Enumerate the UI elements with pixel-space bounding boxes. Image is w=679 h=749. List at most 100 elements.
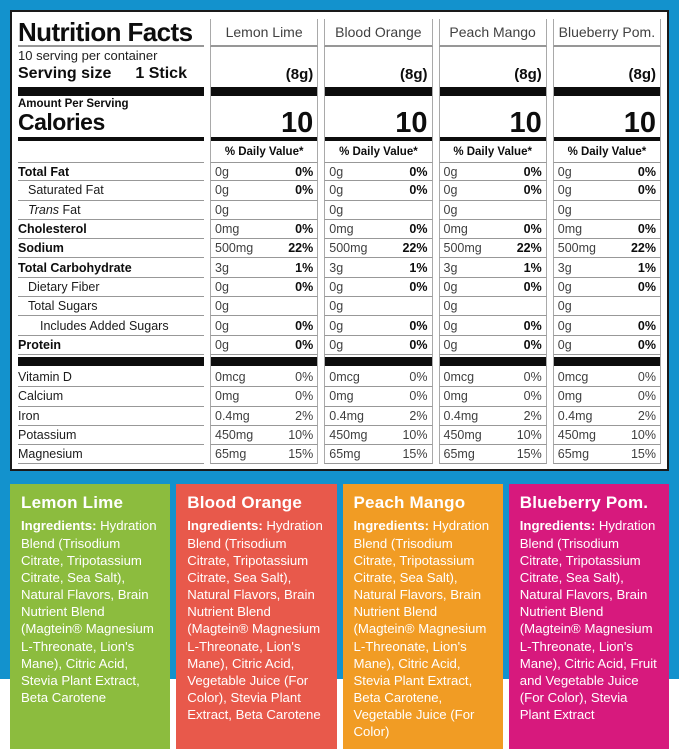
nutrient-value-cell: 65mg 15% [324, 445, 433, 465]
nutrient-daily-value: 0% [409, 183, 428, 198]
serving-size-row: Serving size 1 Stick [18, 63, 204, 83]
nutrient-amount: 0mg [443, 389, 468, 404]
nutrient-value-cell: 500mg 22% [210, 239, 319, 259]
nutrient-amount: 0g [329, 202, 344, 217]
nutrient-value-cell: 0g [438, 297, 547, 317]
nutrient-value-cell: 0g 0% [324, 181, 433, 201]
nutrient-amount: 0mg [215, 389, 240, 404]
serving-size-label: Serving size [18, 65, 112, 82]
nutrient-value-cell: 0mg 0% [210, 387, 319, 407]
nutrient-daily-value: 0% [523, 183, 542, 198]
nutrient-value-cell: 500mg 22% [438, 239, 547, 259]
nutrient-daily-value: 0% [637, 370, 656, 385]
flavor-column-spacer [438, 96, 547, 110]
nutrient-daily-value: 0% [295, 337, 314, 352]
nutrient-amount: 0mg [329, 222, 354, 237]
nutrient-value-cell: 0g 0% [438, 162, 547, 182]
flavor-column-spacer [210, 96, 319, 110]
ingredient-box-blueberry-pom: Blueberry Pom. Ingredients: Hydration Ble… [508, 484, 669, 749]
nutrient-value-cell: 450mg 10% [324, 425, 433, 446]
nutrient-amount: 0g [215, 318, 229, 333]
nutrient-amount: 0g [329, 164, 344, 179]
nutrient-amount: 0g [215, 337, 229, 352]
nutrient-row-label: Magnesium [18, 445, 204, 465]
nutrient-daily-value: 15% [516, 447, 542, 462]
nutrient-daily-value: 10% [516, 428, 542, 442]
nutrient-value-cell: 3g 1% [438, 258, 547, 278]
nutrient-daily-value: 1% [637, 260, 656, 275]
nutrient-value-cell: 0g 0% [438, 335, 547, 355]
nutrient-amount: 500mg [443, 241, 482, 256]
nutrient-daily-value: 0% [295, 318, 314, 333]
nutrient-amount: 65mg [557, 447, 590, 462]
nutrient-amount: 0mg [215, 222, 240, 237]
nutrient-value-cell: 500mg 22% [324, 239, 433, 259]
nutrient-daily-value: 0% [409, 222, 428, 237]
nutrient-daily-value: 2% [409, 408, 428, 423]
nutrient-value-cell: 450mg 10% [552, 425, 661, 446]
nutrient-amount: 3g [215, 260, 229, 275]
daily-value-header: % Daily Value* [552, 142, 661, 162]
nutrient-value-cell: 0g [324, 200, 433, 220]
ingredient-box-title: Peach Mango [353, 493, 466, 513]
serving-weight: (8g) [438, 63, 547, 83]
nutrient-value-cell: 0mg 0% [324, 387, 433, 407]
nutrient-value-cell: 0g 0% [210, 277, 319, 298]
amount-per-serving-label: Amount Per Serving [18, 98, 129, 110]
nutrition-facts-title: Nutrition Facts [18, 19, 204, 47]
flavor-column-name: Blood Orange [324, 19, 433, 47]
nutrient-amount: 0g [215, 299, 229, 314]
ingredient-box-lemon-lime: Lemon Lime Ingredients: Hydration Blend (… [10, 484, 171, 749]
nutrient-daily-value: 0% [523, 222, 542, 237]
nutrient-amount: 0mcg [215, 370, 246, 385]
daily-value-header: % Daily Value* [210, 142, 319, 162]
nutrient-value-cell: 0g 0% [552, 181, 661, 201]
nutrient-value-cell: 65mg 15% [438, 445, 547, 465]
flavor-column-spacer [552, 96, 661, 110]
nutrient-value-cell: 65mg 15% [552, 445, 661, 465]
flavor-column-spacer [210, 47, 319, 63]
nutrient-daily-value: 10% [630, 428, 656, 442]
nutrient-daily-value: 0% [637, 337, 656, 352]
nutrient-row-label: Trans Fat [18, 201, 204, 220]
flavor-column-name: Peach Mango [438, 19, 547, 47]
nutrient-row-label: Potassium [18, 426, 204, 446]
nutrient-value-cell: 0mcg 0% [552, 367, 661, 388]
nutrient-value-cell: 0mg 0% [552, 387, 661, 407]
daily-value-header: % Daily Value* [324, 142, 433, 162]
nutrient-daily-value: 0% [637, 164, 656, 179]
nutrient-value-cell: 0.4mg 2% [324, 406, 433, 426]
nutrient-row-label: Total Carbohydrate [18, 258, 204, 278]
calories-value: 10 [324, 110, 433, 136]
nutrient-amount: 0g [557, 183, 572, 198]
nutrient-daily-value: 2% [637, 408, 656, 423]
nutrient-value-cell: 0g [324, 297, 433, 317]
nutrient-amount: 0g [557, 318, 572, 333]
nutrient-daily-value: 0% [523, 389, 542, 404]
nutrient-amount: 0g [443, 279, 458, 294]
nutrient-amount: 0.4mg [443, 408, 479, 423]
nutrient-amount: 0g [329, 183, 344, 198]
nutrient-row-label: Vitamin D [18, 368, 204, 388]
calories-underline [552, 136, 661, 142]
nutrient-daily-value: 2% [295, 408, 314, 423]
nutrient-daily-value: 1% [523, 260, 542, 275]
nutrient-amount: 450mg [215, 428, 254, 442]
nutrient-amount: 0g [443, 183, 458, 198]
nutrient-value-cell: 0mcg 0% [210, 367, 319, 388]
thick-divider [324, 83, 433, 96]
nutrient-row-label: Total Fat [18, 162, 204, 182]
nutrient-row-label: Includes Added Sugars [18, 316, 204, 336]
nutrient-amount: 0mg [443, 222, 468, 237]
flavor-column-name: Lemon Lime [210, 19, 319, 47]
nutrient-amount: 0g [557, 279, 572, 294]
nutrient-daily-value: 0% [295, 183, 314, 198]
nutrient-value-cell: 0g 0% [552, 162, 661, 182]
separator-bar [324, 354, 433, 368]
nutrient-amount: 0g [443, 202, 458, 217]
nutrient-amount: 0g [443, 299, 458, 314]
nutrient-amount: 0mg [329, 389, 354, 404]
nutrient-row-label: Cholesterol [18, 220, 204, 240]
nutrient-daily-value: 0% [295, 222, 314, 237]
nutrient-value-cell: 0mcg 0% [324, 367, 433, 388]
